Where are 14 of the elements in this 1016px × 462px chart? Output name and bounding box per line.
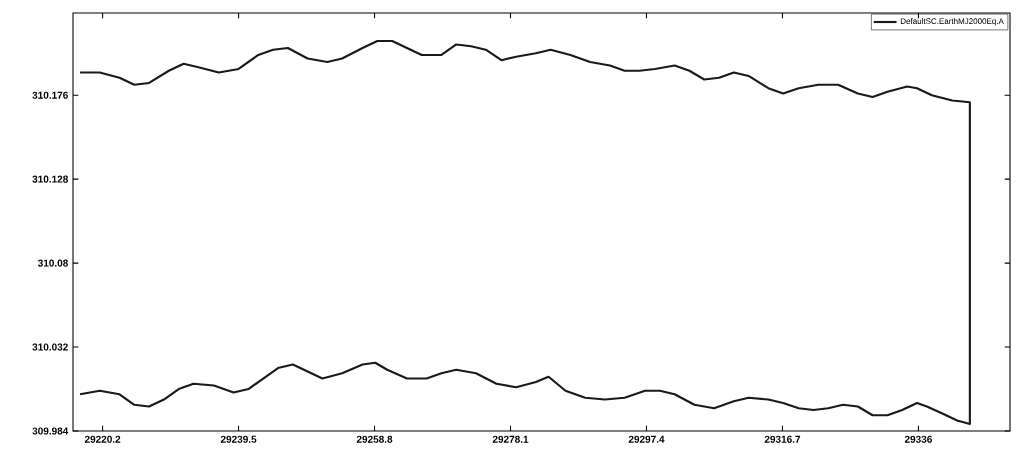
line-series <box>78 39 971 426</box>
legend-label: DefaultSC.EarthMJ2000Eq.A <box>900 18 1004 26</box>
x-tick-label: 29220.2 <box>84 435 121 443</box>
y-tick-label: 310.032 <box>32 343 68 351</box>
x-tick-label: 29239.5 <box>220 435 257 443</box>
y-tick-label: 310.176 <box>32 91 68 99</box>
x-tick-label: 29258.8 <box>356 435 393 443</box>
x-tick-label: 29297.4 <box>628 435 665 443</box>
x-tick-label: 29316.7 <box>764 435 801 443</box>
x-tick-label: 29336 <box>904 435 932 443</box>
x-tick-label: 29278.1 <box>492 435 529 443</box>
y-tick-label: 310.08 <box>37 259 68 267</box>
y-tick-label: 310.128 <box>32 175 68 183</box>
y-tick-label: 309.984 <box>32 427 69 435</box>
